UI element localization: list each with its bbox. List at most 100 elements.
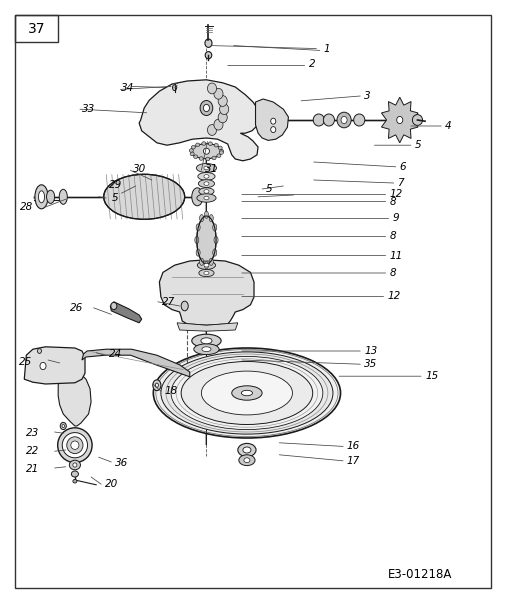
Text: 29: 29 bbox=[109, 180, 122, 190]
Ellipse shape bbox=[37, 349, 41, 353]
Text: 24: 24 bbox=[109, 349, 122, 359]
Text: 34: 34 bbox=[121, 83, 134, 93]
Ellipse shape bbox=[73, 479, 77, 483]
Ellipse shape bbox=[67, 437, 83, 454]
Ellipse shape bbox=[181, 361, 312, 425]
Ellipse shape bbox=[219, 149, 223, 153]
Ellipse shape bbox=[58, 428, 92, 463]
Ellipse shape bbox=[200, 338, 212, 344]
Text: 16: 16 bbox=[346, 442, 359, 451]
Text: 12: 12 bbox=[389, 190, 402, 199]
Ellipse shape bbox=[172, 85, 176, 91]
Ellipse shape bbox=[198, 269, 214, 277]
Ellipse shape bbox=[171, 356, 322, 430]
Ellipse shape bbox=[243, 458, 249, 463]
Ellipse shape bbox=[196, 224, 200, 231]
Text: 7: 7 bbox=[396, 178, 403, 188]
Ellipse shape bbox=[69, 460, 80, 470]
Ellipse shape bbox=[207, 125, 216, 136]
Text: 8: 8 bbox=[389, 197, 395, 206]
Ellipse shape bbox=[313, 114, 324, 126]
Ellipse shape bbox=[242, 447, 250, 453]
Ellipse shape bbox=[198, 180, 214, 187]
Text: 13: 13 bbox=[364, 346, 377, 356]
Polygon shape bbox=[82, 349, 189, 377]
Ellipse shape bbox=[270, 127, 275, 133]
Ellipse shape bbox=[104, 174, 184, 219]
Text: 27: 27 bbox=[162, 297, 175, 307]
Ellipse shape bbox=[195, 143, 199, 146]
Ellipse shape bbox=[212, 249, 216, 256]
Ellipse shape bbox=[340, 116, 346, 124]
Text: 9: 9 bbox=[391, 214, 398, 223]
Ellipse shape bbox=[193, 155, 197, 158]
Ellipse shape bbox=[153, 348, 340, 438]
Text: 23: 23 bbox=[26, 428, 39, 438]
Polygon shape bbox=[159, 260, 254, 325]
Ellipse shape bbox=[35, 185, 48, 209]
Ellipse shape bbox=[198, 188, 214, 195]
Ellipse shape bbox=[201, 347, 211, 352]
Ellipse shape bbox=[231, 386, 262, 400]
Ellipse shape bbox=[62, 433, 87, 458]
Ellipse shape bbox=[153, 380, 161, 391]
Text: 1: 1 bbox=[323, 44, 330, 54]
Polygon shape bbox=[24, 347, 85, 384]
Ellipse shape bbox=[217, 154, 221, 157]
Ellipse shape bbox=[204, 190, 209, 193]
Text: 20: 20 bbox=[105, 479, 118, 489]
Ellipse shape bbox=[238, 455, 255, 466]
Ellipse shape bbox=[111, 302, 117, 310]
Ellipse shape bbox=[196, 194, 216, 202]
Ellipse shape bbox=[218, 146, 222, 150]
Ellipse shape bbox=[181, 301, 188, 311]
Ellipse shape bbox=[208, 142, 212, 145]
Text: E3-01218A: E3-01218A bbox=[387, 568, 451, 581]
Text: 11: 11 bbox=[389, 251, 402, 260]
Text: 33: 33 bbox=[82, 104, 95, 114]
Ellipse shape bbox=[336, 112, 350, 128]
Ellipse shape bbox=[204, 166, 209, 170]
Ellipse shape bbox=[219, 104, 228, 115]
Ellipse shape bbox=[62, 425, 65, 427]
Ellipse shape bbox=[205, 39, 212, 47]
Ellipse shape bbox=[189, 149, 193, 152]
Ellipse shape bbox=[219, 151, 223, 154]
Ellipse shape bbox=[191, 143, 221, 158]
Text: 35: 35 bbox=[364, 359, 377, 369]
Text: 8: 8 bbox=[389, 268, 395, 278]
Ellipse shape bbox=[212, 224, 216, 231]
Ellipse shape bbox=[206, 157, 210, 161]
Ellipse shape bbox=[197, 261, 215, 269]
Text: 18: 18 bbox=[164, 386, 177, 396]
Ellipse shape bbox=[40, 362, 46, 370]
Ellipse shape bbox=[71, 471, 78, 477]
Ellipse shape bbox=[205, 52, 211, 59]
Text: 5: 5 bbox=[111, 193, 118, 203]
Ellipse shape bbox=[209, 258, 213, 265]
Ellipse shape bbox=[201, 142, 206, 145]
Text: 6: 6 bbox=[399, 162, 406, 172]
Text: 3: 3 bbox=[364, 91, 370, 101]
Text: 5: 5 bbox=[265, 184, 272, 194]
Ellipse shape bbox=[161, 352, 332, 434]
Ellipse shape bbox=[197, 173, 215, 180]
Ellipse shape bbox=[214, 119, 223, 130]
Ellipse shape bbox=[193, 344, 219, 355]
Text: 37: 37 bbox=[28, 22, 45, 36]
Ellipse shape bbox=[73, 463, 77, 467]
Polygon shape bbox=[139, 80, 260, 161]
Ellipse shape bbox=[201, 371, 292, 415]
Ellipse shape bbox=[199, 258, 203, 265]
Ellipse shape bbox=[196, 216, 216, 264]
Polygon shape bbox=[177, 323, 237, 331]
Ellipse shape bbox=[199, 157, 203, 160]
Ellipse shape bbox=[207, 83, 216, 94]
Text: 21: 21 bbox=[26, 464, 39, 474]
Polygon shape bbox=[255, 99, 288, 140]
Ellipse shape bbox=[194, 236, 198, 244]
Ellipse shape bbox=[204, 271, 209, 275]
Ellipse shape bbox=[71, 441, 79, 449]
Text: 30: 30 bbox=[132, 164, 145, 174]
Ellipse shape bbox=[204, 196, 209, 200]
